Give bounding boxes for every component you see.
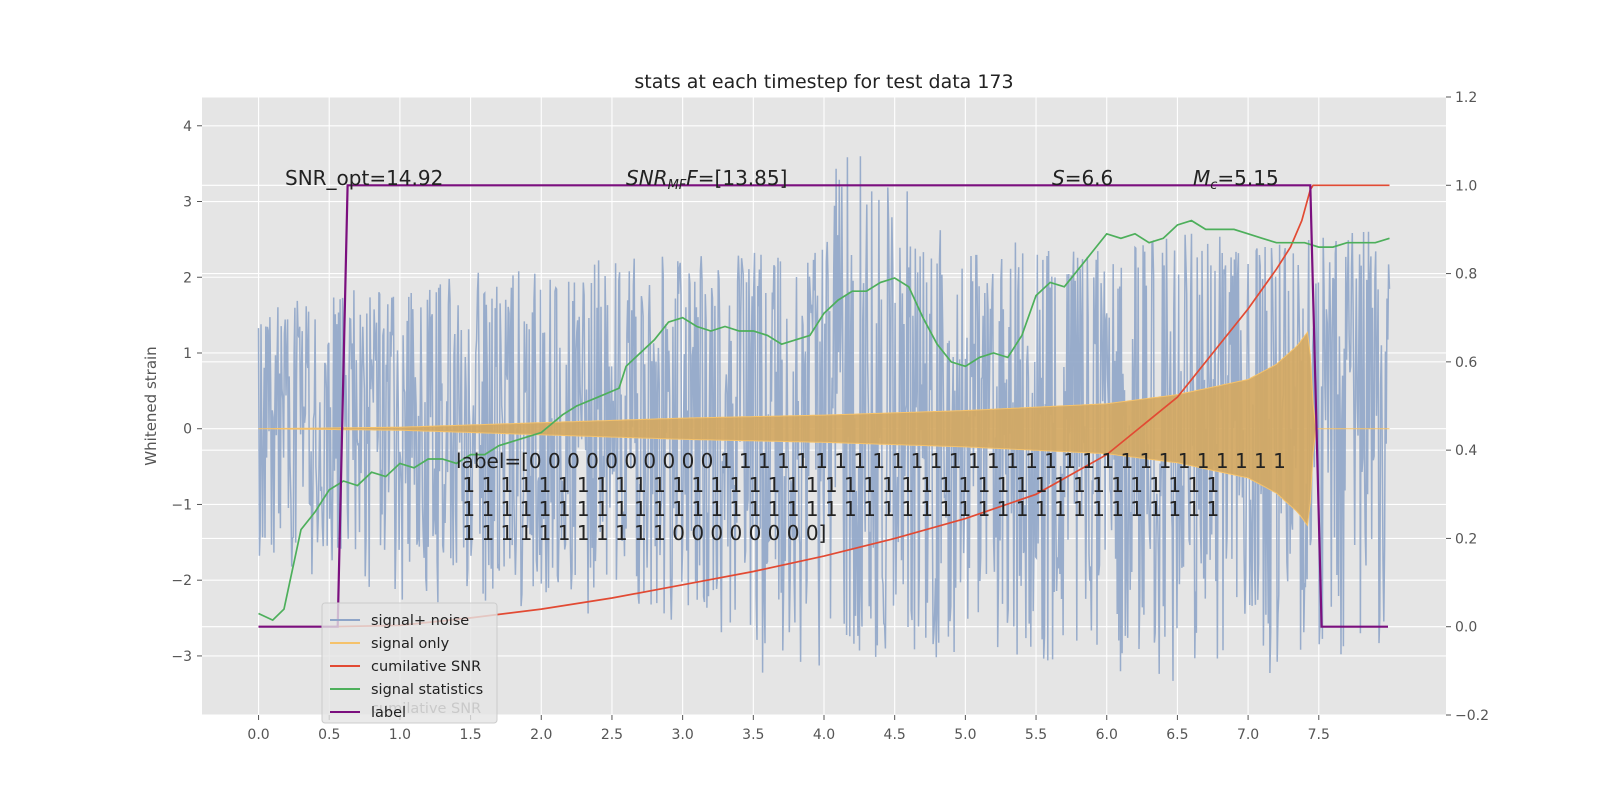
y-tick-label: 4 — [183, 119, 192, 135]
y-tick-label: 3 — [183, 195, 192, 211]
signal-plus-noise-line — [257, 156, 1391, 681]
y-tick-label: 2 — [183, 270, 192, 286]
x-tick-label: 3.0 — [672, 727, 694, 743]
legend: cumilative SNR signal+ noise signal only c… — [321, 602, 498, 724]
legend-box — [321, 602, 498, 724]
x-tick-label: 6.0 — [1096, 727, 1118, 743]
x-tick-label: 6.5 — [1166, 727, 1188, 743]
signal-only-band — [258, 330, 1390, 527]
s-annotation: S=6.6 — [1052, 166, 1113, 190]
legend-label: cumilative SNR — [371, 659, 481, 675]
series-signal-only — [258, 330, 1390, 527]
x-tick-label: 1.0 — [389, 727, 411, 743]
y2-tick-label: −0.2 — [1455, 708, 1489, 724]
y-tick-label: 0 — [183, 422, 192, 438]
y-tick-label: −2 — [171, 573, 192, 589]
x-tick-label: 2.5 — [601, 727, 623, 743]
y2-tick-label: 0.0 — [1455, 620, 1477, 636]
y2-tick-label: 0.4 — [1455, 443, 1477, 459]
x-tick-label: 1.5 — [459, 727, 481, 743]
mc-annotation: Mc=5.15 — [1193, 166, 1279, 193]
snr-opt-annotation: SNR_opt=14.92 — [285, 166, 443, 190]
x-tick-label: 0.0 — [247, 727, 269, 743]
y-tick-label: 1 — [183, 346, 192, 362]
y-tick-label: −1 — [171, 497, 192, 513]
x-tick-label: 4.0 — [813, 727, 835, 743]
x-tick-label: 7.0 — [1237, 727, 1259, 743]
label-annotation-line: label=[0 0 0 0 0 0 0 0 0 0 1 1 1 1 1 1 1… — [456, 449, 1286, 473]
x-tick-label: 5.5 — [1025, 727, 1047, 743]
legend-label: label — [371, 705, 406, 721]
label-annotation-line: 1 1 1 1 1 1 1 1 1 1 1 1 1 1 1 1 1 1 1 1 … — [456, 473, 1219, 497]
x-tick-label: 3.5 — [742, 727, 764, 743]
y2-tick-label: 0.6 — [1455, 355, 1477, 371]
legend-label: signal+ noise — [371, 613, 469, 629]
x-tick-label: 2.0 — [530, 727, 552, 743]
label-annotation-line: 1 1 1 1 1 1 1 1 1 1 1 1 1 1 1 1 1 1 1 1 … — [456, 497, 1219, 521]
y-axis-label: Whitened strain — [142, 346, 160, 465]
axis-ticks: 0.0 0.5 1.0 1.5 2.0 2.5 3.0 3.5 4.0 4.5 5.0 5.5 6.0 6… — [171, 90, 1489, 743]
snr-mf-annotation: SNRMFF=[13.85] — [626, 166, 787, 193]
y-tick-label: −3 — [171, 649, 192, 665]
x-tick-label: 7.5 — [1308, 727, 1330, 743]
series-signal-plus-noise — [257, 156, 1391, 681]
legend-label: signal only — [371, 636, 450, 652]
y2-tick-label: 1.0 — [1455, 178, 1477, 194]
x-tick-label: 5.0 — [954, 727, 976, 743]
y2-tick-label: 1.2 — [1455, 90, 1477, 106]
annotations: SNR_opt=14.92 SNRMFF=[13.85] S=6.6 Mc=5.1… — [285, 166, 1286, 545]
label-annotation-line: 1 1 1 1 1 1 1 1 1 1 1 0 0 0 0 0 0 0 0] — [456, 521, 826, 545]
chart-title: stats at each timestep for test data 173 — [634, 71, 1013, 93]
y2-tick-label: 0.2 — [1455, 531, 1477, 547]
legend-ghost-text: cumilative SNR — [371, 701, 481, 717]
x-tick-label: 0.5 — [318, 727, 340, 743]
legend-label: signal statistics — [371, 682, 483, 698]
x-tick-label: 4.5 — [884, 727, 906, 743]
signal-statistics-line — [258, 219, 1390, 622]
y2-tick-label: 0.8 — [1455, 267, 1477, 283]
